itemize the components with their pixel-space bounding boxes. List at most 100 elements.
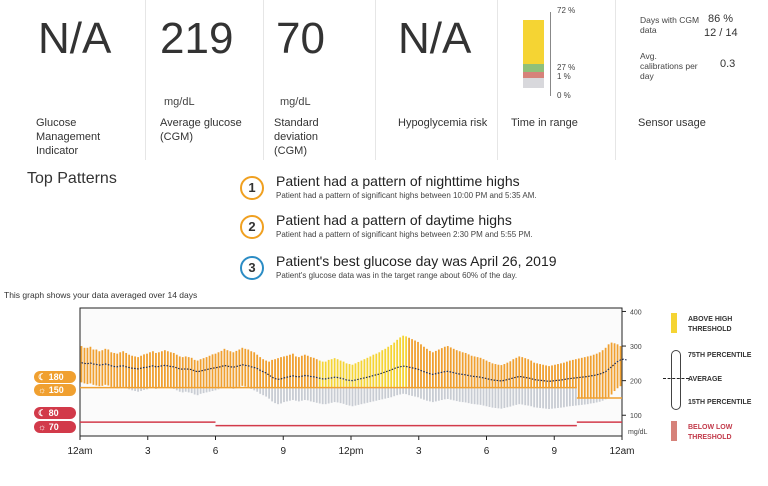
pattern-detail: Patient had a pattern of significant hig… <box>276 191 537 200</box>
above-threshold-bar <box>297 357 300 388</box>
above-threshold-bar <box>95 349 98 386</box>
high-target-chip: ☾ 180 <box>34 371 76 383</box>
metric-time-in-range: Time in range <box>498 0 616 160</box>
legend-above-high: ABOVE HIGH THRESHOLD <box>688 316 733 333</box>
above-threshold-bar <box>497 364 500 388</box>
above-threshold-bar <box>318 360 321 388</box>
in-range-bar <box>372 387 375 402</box>
in-range-bar <box>175 387 178 391</box>
metric-sensor-usage: Days with CGM data 86 % 12 / 14 Avg. cal… <box>616 0 768 160</box>
gmi-label: Glucose Management Indicator <box>36 117 101 157</box>
above-threshold-bar <box>470 355 473 388</box>
above-threshold-bar <box>387 346 390 388</box>
in-range-bar <box>563 387 565 408</box>
above-threshold-bar <box>551 365 553 388</box>
pattern-detail: Patient's glucose data was in the target… <box>276 271 518 280</box>
in-range-bar <box>566 387 568 407</box>
legend-average: AVERAGE <box>688 376 723 383</box>
graph-caption: This graph shows your data averaged over… <box>4 290 198 300</box>
average-glucose-label: Average glucose (CGM) <box>160 117 242 143</box>
in-range-bar <box>494 387 497 408</box>
chart-bars <box>80 335 622 410</box>
low-target-value-2: 70 <box>48 422 59 432</box>
in-range-bar <box>345 387 348 405</box>
legend-15th-percentile: 15TH PERCENTILE <box>688 399 752 406</box>
above-threshold-bar <box>274 359 276 388</box>
in-range-bar <box>277 387 279 405</box>
in-range-bar <box>321 387 324 405</box>
above-threshold-bar <box>235 350 238 388</box>
x-tick-label: 12pm <box>338 446 363 457</box>
in-range-bar <box>411 387 413 396</box>
time-in-range-target-label: 27 % <box>557 63 576 72</box>
x-tick-label: 12am <box>67 446 92 457</box>
in-range-bar <box>518 387 521 405</box>
in-range-bar <box>503 387 506 408</box>
in-range-bar <box>259 387 262 394</box>
chart-x-ticks: 12am 3 6 9 12pm 3 6 9 12am <box>67 436 635 457</box>
in-range-bar <box>482 387 485 406</box>
above-threshold-bar <box>277 358 279 388</box>
above-threshold-bar <box>92 349 95 385</box>
above-threshold-bar <box>378 352 381 388</box>
above-threshold-bar <box>193 359 196 388</box>
in-range-bar <box>330 387 333 403</box>
above-threshold-bar <box>566 361 568 388</box>
in-range-bar <box>542 387 544 409</box>
above-threshold-bar <box>375 353 378 388</box>
summary-metrics: N/A Glucose Management Indicator 219 mg/… <box>0 0 768 160</box>
above-threshold-bar <box>262 359 265 388</box>
x-tick-label: 6 <box>484 446 490 457</box>
above-threshold-bar <box>83 347 86 384</box>
gmi-value: N/A <box>38 14 112 63</box>
above-threshold-bar <box>300 355 303 388</box>
above-threshold-bar <box>414 340 416 388</box>
above-threshold-bar <box>315 359 318 388</box>
in-range-bar <box>351 387 354 407</box>
in-range-bar <box>601 397 604 401</box>
in-range-bar <box>336 387 339 403</box>
in-range-bar <box>443 387 446 400</box>
above-threshold-bar <box>580 357 583 398</box>
y-tick-label: 100 <box>630 413 642 420</box>
above-threshold-bar <box>339 360 342 388</box>
above-threshold-bar <box>506 362 509 388</box>
in-range-bar <box>464 387 467 403</box>
time-in-range-bracket <box>550 12 551 96</box>
in-range-bar <box>530 387 533 407</box>
in-range-bar <box>199 387 202 394</box>
above-threshold-bar <box>98 351 101 387</box>
above-threshold-bar <box>217 352 220 388</box>
in-range-bar <box>292 387 294 401</box>
above-threshold-bar <box>446 346 449 388</box>
above-threshold-bar <box>101 350 104 386</box>
above-threshold-bar <box>181 357 184 388</box>
in-range-bar <box>363 387 366 404</box>
above-threshold-bar <box>238 349 241 387</box>
in-range-bar <box>300 387 303 401</box>
above-threshold-bar <box>116 353 119 388</box>
in-range-bar <box>381 387 384 400</box>
above-threshold-bar <box>372 354 375 388</box>
y-tick-label: 300 <box>630 344 642 351</box>
in-range-bar <box>390 387 393 398</box>
in-range-bar <box>128 387 131 390</box>
in-range-bar <box>461 387 464 403</box>
in-range-bar <box>548 387 550 410</box>
above-threshold-bar <box>449 347 452 388</box>
above-threshold-bar <box>286 355 288 388</box>
in-range-bar <box>253 387 256 391</box>
in-range-bar <box>211 387 214 392</box>
above-threshold-bar <box>396 339 399 388</box>
in-range-bar <box>318 387 321 404</box>
in-range-bar <box>497 387 500 409</box>
above-threshold-bar <box>169 352 172 388</box>
above-threshold-bar <box>366 357 369 388</box>
above-threshold-bar <box>545 365 547 388</box>
above-threshold-bar <box>232 352 235 388</box>
above-threshold-bar <box>259 357 262 388</box>
above-threshold-bar <box>283 356 285 388</box>
in-range-bar <box>378 387 381 401</box>
high-target-value-1: 180 <box>48 372 64 382</box>
above-threshold-bar <box>137 357 139 388</box>
